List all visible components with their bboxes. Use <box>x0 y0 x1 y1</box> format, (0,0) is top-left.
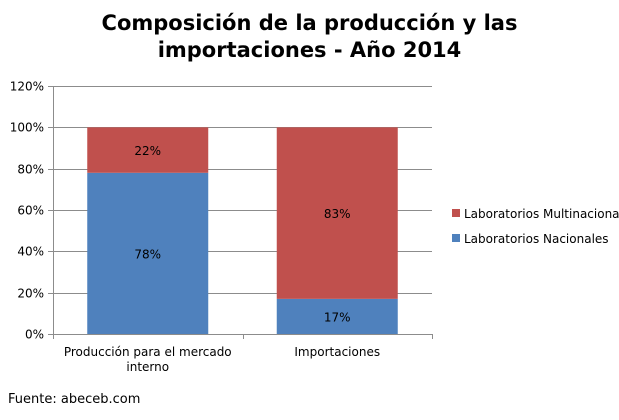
legend-label: Laboratorios Multinacional <box>464 207 619 221</box>
chart-title: Composición de la producción y las impor… <box>0 10 619 64</box>
data-label: 78% <box>134 247 161 261</box>
y-tick-label: 80% <box>17 163 44 177</box>
bar-multinacional <box>87 127 209 173</box>
y-tick-label: 40% <box>17 245 44 259</box>
x-category-label: interno <box>126 360 169 374</box>
bar-nacionales <box>87 172 209 334</box>
x-category-label: Importaciones <box>294 345 380 359</box>
legend-swatch <box>452 234 460 242</box>
data-label: 83% <box>324 207 351 221</box>
chart-title-line-2: importaciones - Año 2014 <box>157 38 462 62</box>
bar-multinacional <box>276 127 398 299</box>
legend-swatch <box>452 209 460 217</box>
y-tick-label: 120% <box>10 80 44 94</box>
bar-nacionales <box>276 298 398 334</box>
x-category-label: Producción para el mercado <box>64 345 232 359</box>
y-tick-label: 0% <box>25 328 44 342</box>
source-note: Fuente: abeceb.com <box>8 392 141 407</box>
legend-label: Laboratorios Nacionales <box>464 232 609 246</box>
chart-title-line-1: Composición de la producción y las <box>101 11 518 35</box>
data-label: 22% <box>134 144 161 158</box>
y-tick-label: 100% <box>10 121 44 135</box>
y-tick-label: 60% <box>17 204 44 218</box>
y-tick-label: 20% <box>17 287 44 301</box>
data-label: 17% <box>324 310 351 324</box>
